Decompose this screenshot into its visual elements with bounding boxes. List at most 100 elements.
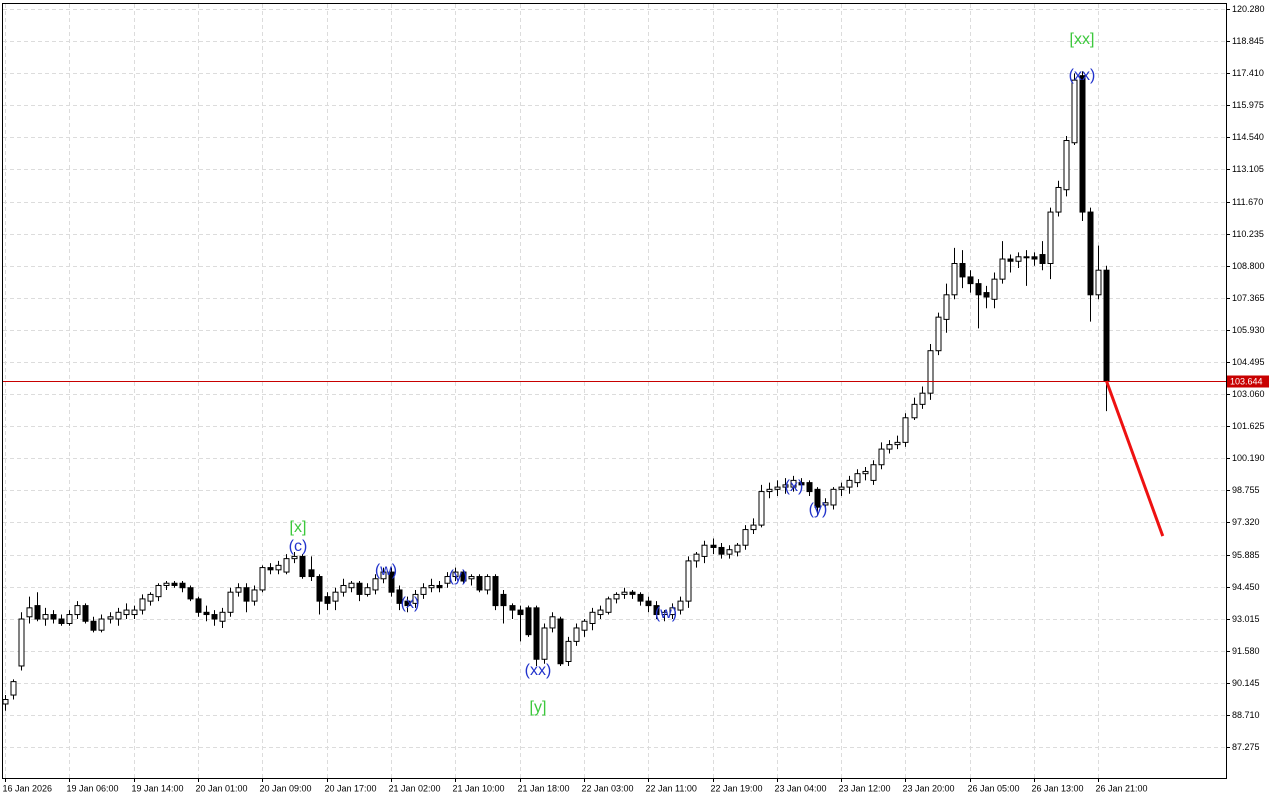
wave-label: [y] (530, 699, 547, 716)
candle-body (195, 598, 202, 613)
grid: 120.280 118.845 117.410 115.975 114.540 113.1… (3, 4, 1265, 794)
wave-label: (y) (449, 568, 468, 585)
candle-body (983, 292, 990, 298)
candle-body (179, 582, 186, 589)
candle-body (74, 605, 81, 616)
candle-body (42, 614, 49, 620)
wave-label: [x] (290, 519, 307, 536)
y-tick-label: 94.450 (1232, 582, 1260, 592)
candle-body (291, 555, 298, 560)
candle-body (90, 620, 97, 631)
candle-body (629, 591, 636, 595)
x-tick-label: 21 Jan 10:00 (453, 783, 505, 793)
current-price-box (1227, 375, 1269, 388)
candle-body (862, 470, 869, 475)
candle-body (211, 614, 218, 620)
wave-label: (c) (289, 538, 308, 555)
x-tick-label: 26 Jan 13:00 (1032, 783, 1084, 793)
y-tick-label: 118.845 (1232, 36, 1264, 46)
y-tick-label: 111.670 (1232, 197, 1263, 207)
y-tick-label: 115.975 (1232, 100, 1264, 110)
candle-body (428, 584, 435, 589)
candle-body (203, 611, 210, 616)
candle-body (308, 569, 315, 578)
candle-body (1031, 256, 1038, 260)
candle-body (131, 609, 138, 616)
candle-body (1015, 256, 1022, 262)
candle-body (1039, 254, 1046, 264)
candle-body (412, 593, 419, 604)
x-tick-label: 22 Jan 19:00 (711, 783, 763, 793)
candle-body (1071, 79, 1078, 144)
x-tick-label: 16 Jan 2026 (3, 783, 53, 793)
y-tick-label: 105.930 (1232, 325, 1265, 335)
wave-label: (w) (375, 562, 397, 579)
candle-body (476, 576, 483, 591)
candle-body (750, 524, 757, 531)
x-tick-label: 26 Jan 05:00 (968, 783, 1020, 793)
candle-body (187, 587, 194, 600)
candle-body (669, 607, 676, 616)
candle-body (372, 578, 379, 591)
x-tick-label: 20 Jan 09:00 (260, 783, 312, 793)
x-tick-label: 23 Jan 04:00 (775, 783, 827, 793)
wave-label: (x) (785, 478, 804, 495)
candle-body (693, 553, 700, 562)
candle-body (838, 486, 845, 490)
candle-body (452, 571, 459, 578)
candle-body (275, 564, 282, 571)
candle-body (10, 681, 17, 696)
candle-body (460, 571, 467, 582)
y-tick-label: 117.410 (1232, 68, 1264, 78)
candle-body (814, 488, 821, 508)
candle-body (283, 558, 290, 573)
candle-body (967, 276, 974, 285)
candle-body (171, 582, 178, 586)
candle-body (943, 294, 950, 320)
wave-label: (xx) (525, 662, 552, 679)
candle-body (243, 587, 250, 602)
candle-body (830, 488, 837, 506)
candle-body (902, 417, 909, 443)
y-tick-label: 108.800 (1232, 261, 1265, 271)
candle-body (147, 593, 154, 602)
candle-body (420, 587, 427, 595)
candle-body (1023, 256, 1030, 259)
candle-body (822, 502, 829, 506)
candle-body (1047, 211, 1054, 264)
candle-body (701, 544, 708, 557)
candles (2, 71, 1110, 711)
y-tick-label: 90.145 (1232, 678, 1260, 688)
candle-body (500, 593, 507, 607)
candle-body (870, 464, 877, 481)
candle-body (107, 616, 114, 620)
candle-body (468, 576, 475, 580)
candle-body (911, 403, 918, 419)
candle-body (388, 571, 395, 593)
candle-body (991, 278, 998, 300)
candle-body (846, 479, 853, 488)
candle-body (621, 591, 628, 595)
candle-body (267, 567, 274, 571)
x-tick-label: 22 Jan 03:00 (582, 783, 634, 793)
candle-body (251, 589, 258, 602)
candle-body (115, 611, 122, 620)
candle-body (726, 549, 733, 555)
candle-body (348, 582, 355, 589)
wave-label: (y) (809, 501, 828, 518)
candle-body (637, 593, 644, 602)
candle-body (1087, 211, 1094, 296)
candle-body (782, 484, 789, 488)
candle-body (155, 584, 162, 598)
candle-body (1063, 140, 1070, 191)
candle-body (919, 392, 926, 405)
candle-body (1095, 269, 1102, 296)
candle-body (1103, 269, 1110, 382)
y-tick-label: 103.060 (1232, 389, 1265, 399)
candle-body (316, 576, 323, 602)
candle-body (332, 591, 339, 602)
candle-body (798, 482, 805, 486)
y-tick-label: 101.625 (1232, 421, 1265, 431)
candle-body (565, 640, 572, 663)
